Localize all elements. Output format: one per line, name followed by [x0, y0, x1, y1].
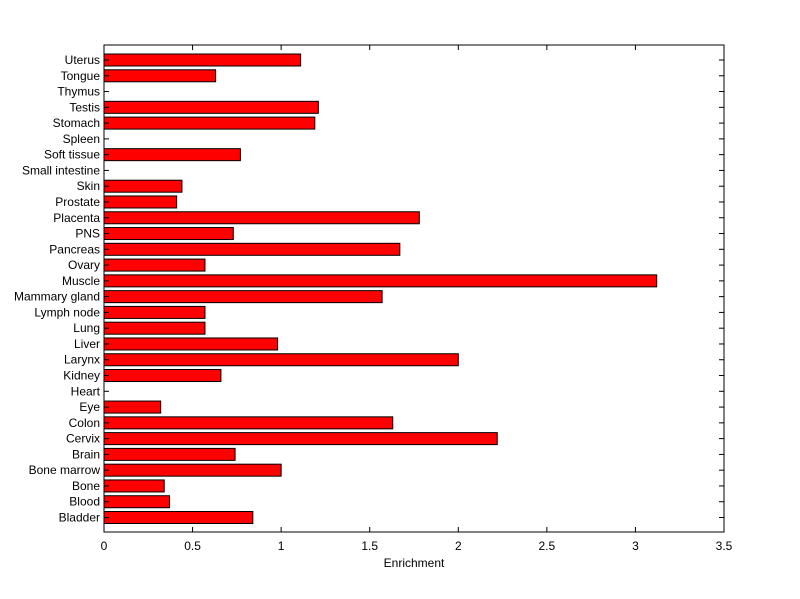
x-tick-label: 3.5 [716, 539, 733, 553]
y-tick-label-heart: Heart [71, 384, 101, 398]
bar-placenta [103, 211, 420, 225]
y-tick-label-pns: PNS [75, 227, 100, 241]
y-tick-label-placenta: Placenta [53, 211, 100, 225]
y-tick-label-brain: Brain [72, 447, 100, 461]
bar-mammary-gland [103, 290, 383, 304]
bar-lung [103, 321, 206, 335]
bar-tongue [103, 69, 217, 83]
bar-cervix [103, 432, 498, 446]
bar-testis [103, 100, 319, 114]
bar-stomach [103, 116, 316, 130]
bar-soft-tissue [103, 148, 241, 162]
bar-pns [103, 227, 234, 241]
x-tick-label: 1.5 [361, 539, 378, 553]
x-tick-label: 0 [101, 539, 108, 553]
y-tick-label-tongue: Tongue [61, 69, 101, 83]
y-tick-label-eye: Eye [79, 400, 100, 414]
y-tick-label-lung: Lung [73, 321, 100, 335]
bar-liver [103, 337, 279, 351]
y-tick-label-skin: Skin [77, 179, 100, 193]
bar-lymph-node [103, 305, 206, 319]
x-tick-label: 3 [632, 539, 639, 553]
bar-eye [103, 400, 162, 414]
y-tick-label-soft-tissue: Soft tissue [44, 148, 100, 162]
y-tick-label-mammary-gland: Mammary gland [14, 290, 100, 304]
bar-bone-marrow [103, 463, 282, 477]
bar-muscle [103, 274, 658, 288]
x-tick-label: 2 [455, 539, 462, 553]
y-tick-label-thymus: Thymus [57, 85, 100, 99]
y-tick-label-testis: Testis [69, 100, 100, 114]
y-tick-label-uterus: Uterus [65, 53, 100, 67]
y-tick-label-blood: Blood [69, 495, 100, 509]
y-tick-label-colon: Colon [69, 416, 100, 430]
x-tick-label: 0.5 [184, 539, 201, 553]
plot-frame [103, 44, 725, 533]
y-tick-label-cervix: Cervix [66, 432, 100, 446]
bar-kidney [103, 369, 222, 383]
y-tick-label-pancreas: Pancreas [49, 242, 100, 256]
bar-bladder [103, 511, 254, 524]
bar-brain [103, 447, 236, 461]
bar-uterus [103, 53, 302, 67]
y-tick-label-bladder: Bladder [59, 511, 100, 525]
y-tick-label-muscle: Muscle [62, 274, 100, 288]
bar-pancreas [103, 242, 401, 256]
bar-larynx [103, 353, 459, 367]
bar-ovary [103, 258, 206, 272]
y-tick-label-stomach: Stomach [53, 116, 100, 130]
y-tick-label-bone: Bone [72, 479, 100, 493]
y-tick-label-liver: Liver [74, 337, 100, 351]
y-tick-label-kidney: Kidney [63, 369, 100, 383]
y-tick-label-bone-marrow: Bone marrow [29, 463, 101, 477]
x-axis-title: Enrichment [384, 556, 445, 570]
y-tick-label-lymph-node: Lymph node [34, 305, 100, 319]
bar-skin [103, 179, 183, 193]
x-tick-label: 2.5 [539, 539, 556, 553]
bar-prostate [103, 195, 178, 209]
y-tick-label-spleen: Spleen [63, 132, 100, 146]
bar-blood [103, 495, 171, 509]
bar-colon [103, 416, 394, 430]
y-tick-label-small-intestine: Small intestine [22, 163, 100, 177]
y-tick-label-ovary: Ovary [68, 258, 100, 272]
y-tick-label-larynx: Larynx [64, 353, 100, 367]
bar-bone [103, 479, 165, 493]
y-tick-label-prostate: Prostate [55, 195, 100, 209]
x-tick-label: 1 [278, 539, 285, 553]
